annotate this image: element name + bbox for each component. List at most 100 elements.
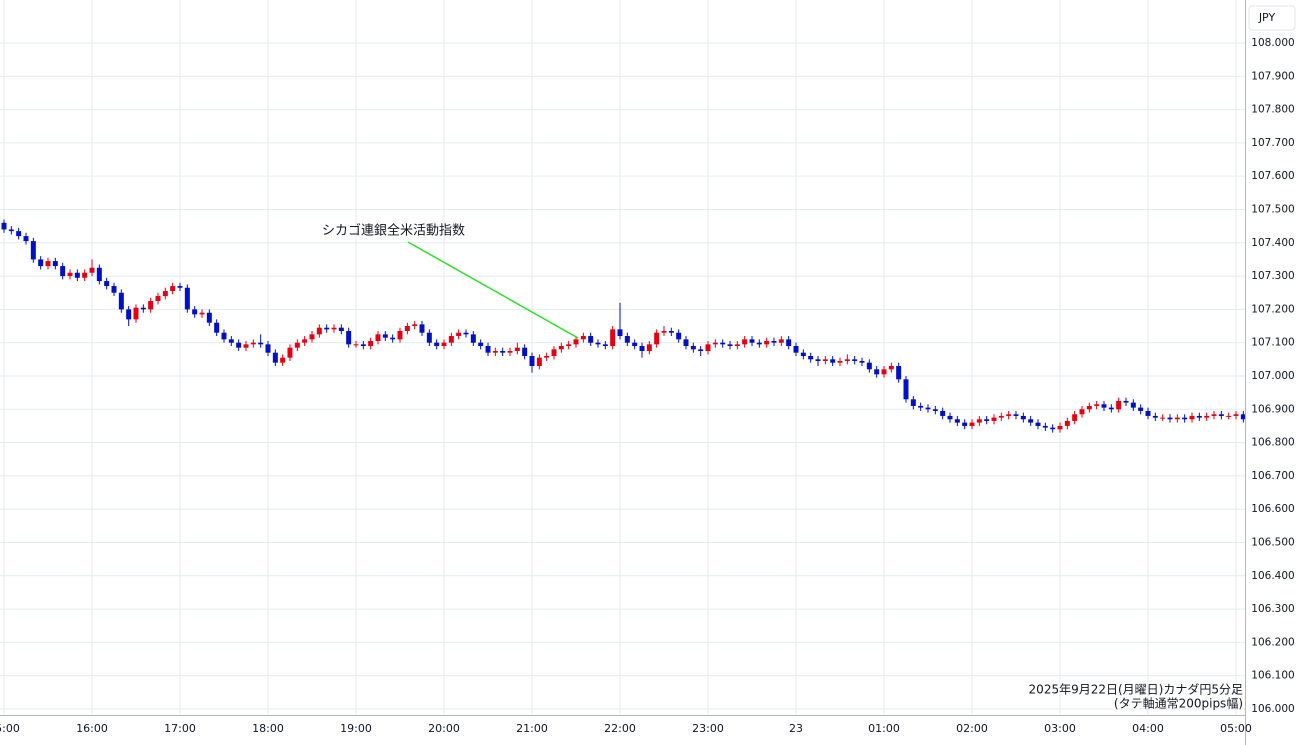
- candle-body: [859, 360, 865, 363]
- candle-body: [1204, 415, 1210, 418]
- candle-body: [492, 351, 498, 353]
- candle-body: [1013, 414, 1019, 416]
- candle-body: [1123, 400, 1129, 403]
- candle-body: [984, 419, 990, 421]
- candle-body: [632, 342, 638, 347]
- x-tick-label: 23: [789, 722, 803, 735]
- price-axis: [1245, 0, 1300, 745]
- candle-body: [162, 291, 168, 297]
- candle-body: [155, 296, 161, 302]
- x-tick-label: 20:00: [428, 722, 460, 735]
- candle-body: [1167, 417, 1173, 420]
- candle-body: [1079, 409, 1085, 415]
- x-tick-label: 01:00: [868, 722, 900, 735]
- candle-body: [441, 342, 447, 347]
- candle-body: [1064, 420, 1070, 426]
- candle-body: [720, 342, 726, 345]
- candle-body: [976, 419, 982, 423]
- candle-body: [573, 339, 579, 345]
- candle-body: [566, 344, 572, 347]
- y-tick-label: 107.700: [1251, 137, 1294, 149]
- candle-body: [1094, 404, 1100, 406]
- candle-body: [698, 349, 704, 352]
- candle-body: [1233, 414, 1239, 416]
- candle-body: [962, 422, 968, 426]
- candle-body: [1189, 415, 1195, 420]
- y-tick-label: 106.800: [1251, 437, 1294, 449]
- candle-body: [1101, 404, 1107, 408]
- y-tick-label: 107.800: [1251, 104, 1294, 116]
- candle-body: [74, 272, 80, 278]
- candle-body: [258, 342, 264, 345]
- candle-body: [228, 339, 234, 343]
- candle-body: [1042, 425, 1048, 428]
- candle-body: [507, 351, 513, 353]
- candle-body: [1138, 407, 1144, 411]
- candle-body: [280, 357, 286, 363]
- candle-body: [866, 362, 872, 370]
- x-tick-label: 19:00: [340, 722, 372, 735]
- y-tick-label: 106.000: [1251, 703, 1294, 715]
- candle-body: [1116, 400, 1122, 410]
- candle-body: [1182, 417, 1188, 420]
- candle-body: [536, 357, 542, 366]
- candle-body: [624, 336, 630, 343]
- candle-body: [1086, 405, 1092, 410]
- x-tick-label: 23:00: [692, 722, 724, 735]
- candle-body: [214, 322, 220, 333]
- candle-body: [918, 405, 924, 408]
- candle-body: [500, 351, 506, 353]
- candle-body: [302, 339, 308, 343]
- candle-body: [243, 344, 249, 348]
- candle-body: [199, 312, 205, 315]
- candle-body: [250, 342, 256, 345]
- candle-body: [742, 339, 748, 345]
- candle-body: [602, 344, 608, 347]
- candle-body: [786, 339, 792, 347]
- candle-body: [206, 312, 212, 323]
- candle-body: [133, 307, 139, 320]
- candle-body: [1152, 415, 1158, 418]
- candle-body: [353, 344, 359, 346]
- candle-body: [1130, 402, 1136, 408]
- candle-body: [639, 346, 645, 352]
- candle-body: [991, 417, 997, 421]
- candle-body: [324, 327, 330, 330]
- candle-body: [683, 339, 689, 347]
- candle-body: [368, 341, 374, 347]
- candle-body: [910, 399, 916, 406]
- candle-body: [749, 339, 755, 343]
- candle-body: [294, 342, 300, 348]
- y-tick-label: 106.200: [1251, 636, 1294, 648]
- candle-body: [478, 342, 484, 347]
- candle-body: [925, 407, 931, 410]
- candle-body: [1072, 414, 1078, 421]
- candle-body: [727, 344, 733, 347]
- y-tick-label: 106.400: [1251, 570, 1294, 582]
- candle-body: [1108, 407, 1114, 410]
- candle-body: [940, 410, 946, 416]
- x-tick-label: 03:00: [1044, 722, 1076, 735]
- y-tick-label: 107.400: [1251, 237, 1294, 249]
- candle-body: [734, 344, 740, 347]
- x-tick-label: 16:00: [76, 722, 108, 735]
- candle-body: [1196, 415, 1202, 418]
- candle-body: [221, 332, 227, 340]
- candle-body: [969, 422, 975, 426]
- candle-body: [1057, 425, 1063, 430]
- candle-body: [338, 327, 344, 332]
- candle-body: [800, 352, 806, 357]
- candle-body: [45, 261, 51, 267]
- candle-body: [947, 415, 953, 420]
- candle-body: [514, 347, 520, 352]
- candle-body: [412, 324, 418, 327]
- y-tick-label: 106.600: [1251, 503, 1294, 515]
- candle-body: [1, 222, 7, 230]
- candle-body: [272, 352, 278, 363]
- y-tick-label: 107.300: [1251, 270, 1294, 282]
- y-tick-label: 107.600: [1251, 170, 1294, 182]
- candle-body: [1160, 417, 1166, 419]
- candle-body: [390, 337, 396, 340]
- candle-body: [118, 292, 124, 310]
